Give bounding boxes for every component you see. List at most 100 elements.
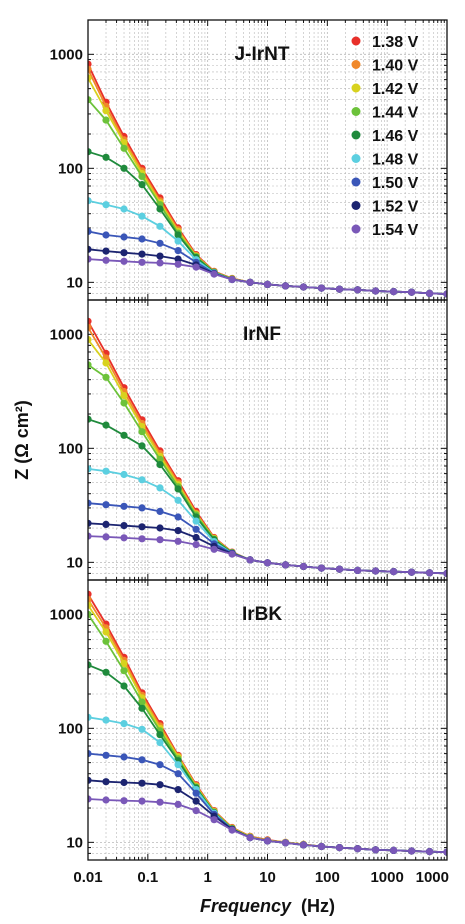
- data-point: [156, 536, 164, 544]
- data-point: [120, 249, 128, 257]
- legend-label: 1.38 V: [372, 34, 419, 51]
- data-point: [102, 231, 110, 239]
- data-point: [192, 789, 200, 797]
- data-point: [156, 455, 164, 463]
- data-point: [174, 496, 182, 504]
- data-point: [102, 520, 110, 529]
- data-point: [192, 525, 200, 533]
- data-point: [443, 569, 447, 577]
- data-point: [299, 841, 308, 849]
- series-group: [88, 590, 447, 856]
- x-tick-label: 0.01: [73, 869, 102, 886]
- data-point: [390, 846, 398, 855]
- y-tick-label: 100: [58, 720, 83, 737]
- data-point: [174, 237, 182, 245]
- x-tick-label: 10: [259, 869, 276, 886]
- data-point: [138, 535, 146, 543]
- panel-title: IrNF: [243, 324, 281, 345]
- data-point: [120, 233, 128, 241]
- data-point: [317, 842, 326, 851]
- data-point: [138, 442, 146, 450]
- panel-title: IrBK: [242, 604, 282, 625]
- data-point: [120, 392, 128, 400]
- data-point: [120, 431, 128, 439]
- legend-marker: [351, 107, 361, 116]
- y-tick-label: 100: [58, 440, 83, 457]
- data-point: [102, 107, 110, 115]
- data-point: [120, 797, 128, 805]
- data-point: [426, 289, 434, 297]
- data-point: [88, 317, 92, 325]
- data-point: [138, 258, 146, 266]
- data-point: [138, 428, 146, 436]
- data-point: [354, 845, 362, 853]
- data-point: [156, 731, 164, 739]
- data-point: [88, 713, 92, 721]
- data-point: [88, 795, 92, 803]
- data-point: [88, 227, 92, 235]
- legend-label: 1.42 V: [372, 81, 419, 98]
- data-point: [263, 837, 272, 845]
- data-point: [192, 533, 200, 542]
- data-point: [156, 761, 164, 769]
- data-point: [156, 222, 164, 230]
- legend-label: 1.52 V: [372, 199, 419, 216]
- data-point: [88, 323, 92, 331]
- data-point: [156, 461, 164, 469]
- data-point: [426, 848, 434, 856]
- data-point: [192, 517, 200, 525]
- y-tick-label: 1000: [50, 46, 83, 63]
- data-point: [102, 533, 110, 541]
- y-axis-title: Z (Ω cm²): [12, 400, 32, 479]
- data-point: [88, 661, 92, 669]
- data-point: [102, 778, 110, 786]
- data-point: [390, 568, 398, 576]
- data-point: [88, 148, 92, 156]
- x-tick-label: 1000: [370, 869, 403, 886]
- data-point: [426, 569, 434, 577]
- data-point: [138, 725, 146, 733]
- legend-label: 1.46 V: [372, 128, 419, 145]
- data-point: [120, 659, 128, 668]
- panel-irnf: 10 100 1000 IrNF: [50, 299, 448, 581]
- data-point: [88, 465, 92, 473]
- data-point: [138, 698, 146, 706]
- data-point: [102, 359, 110, 367]
- x-axis-title-unit: (Hz): [301, 896, 335, 916]
- data-point: [120, 502, 128, 510]
- data-point: [138, 235, 146, 243]
- data-point: [88, 335, 92, 344]
- data-point: [317, 564, 326, 572]
- data-point: [102, 116, 110, 124]
- data-point: [246, 278, 254, 286]
- data-point: [138, 704, 146, 712]
- legend-marker: [351, 83, 361, 93]
- legend-marker: [351, 177, 361, 187]
- data-point: [138, 797, 146, 805]
- y-tick-label: 10: [66, 554, 83, 571]
- data-point: [174, 231, 182, 239]
- data-point: [88, 255, 92, 263]
- data-point: [192, 263, 200, 271]
- data-point: [390, 288, 398, 296]
- data-point: [174, 770, 182, 778]
- y-axis-tick-labels: 10 100 1000: [50, 606, 83, 851]
- data-point: [372, 567, 380, 575]
- data-point: [120, 522, 128, 530]
- y-tick-label: 10: [66, 274, 83, 291]
- data-point: [120, 257, 128, 265]
- data-point: [138, 756, 146, 764]
- data-point: [372, 287, 380, 295]
- x-tick-label: 1000: [416, 869, 449, 886]
- data-point: [102, 153, 110, 161]
- data-point: [174, 527, 182, 535]
- data-point: [88, 532, 92, 540]
- data-point: [281, 839, 290, 847]
- data-point: [156, 239, 164, 247]
- data-point: [156, 739, 164, 747]
- data-point: [120, 667, 128, 675]
- data-point: [102, 501, 110, 509]
- data-point: [102, 421, 110, 429]
